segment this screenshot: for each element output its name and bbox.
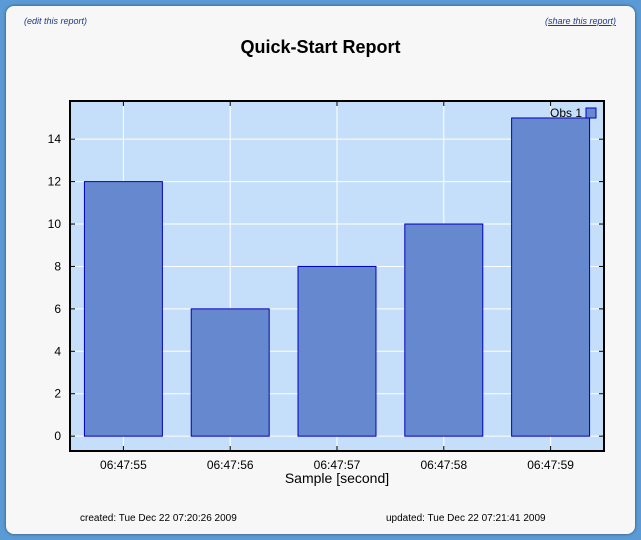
- report-title: Quick-Start Report: [240, 37, 401, 57]
- y-tick-label: 14: [48, 132, 62, 146]
- y-tick-label: 4: [54, 344, 61, 358]
- x-tick-label: 06:47:57: [314, 458, 361, 472]
- bar: [83, 181, 163, 437]
- y-tick-label: 6: [54, 302, 61, 316]
- x-tick-label: 06:47:59: [527, 458, 574, 472]
- y-tick-label: 8: [54, 259, 61, 273]
- updated-timestamp: updated: Tue Dec 22 07:21:41 2009: [386, 513, 546, 524]
- bar: [190, 308, 270, 437]
- bar: [297, 265, 377, 437]
- created-timestamp: created: Tue Dec 22 07:20:26 2009: [80, 513, 237, 524]
- x-axis-label: Sample [second]: [285, 470, 389, 486]
- report-card: (edit this report) (share this report) Q…: [6, 6, 635, 534]
- share-report-link[interactable]: (share this report): [544, 16, 616, 26]
- x-tick-label: 06:47:55: [100, 458, 147, 472]
- edit-report-link[interactable]: (edit this report): [24, 16, 88, 26]
- legend-swatch: [585, 107, 597, 119]
- bar: [511, 117, 591, 437]
- y-tick-label: 2: [54, 387, 61, 401]
- x-tick-label: 06:47:58: [420, 458, 467, 472]
- y-tick-label: 0: [54, 429, 61, 443]
- y-tick-label: 10: [48, 217, 62, 231]
- y-tick-label: 12: [48, 175, 62, 189]
- legend-label: Obs 1: [550, 106, 582, 120]
- bar-chart: 0 2 4 6 8 10 12 14 06:47:55 06:47:56 06:47:57 06:47…: [48, 100, 605, 486]
- bar: [404, 223, 484, 437]
- x-tick-label: 06:47:56: [207, 458, 254, 472]
